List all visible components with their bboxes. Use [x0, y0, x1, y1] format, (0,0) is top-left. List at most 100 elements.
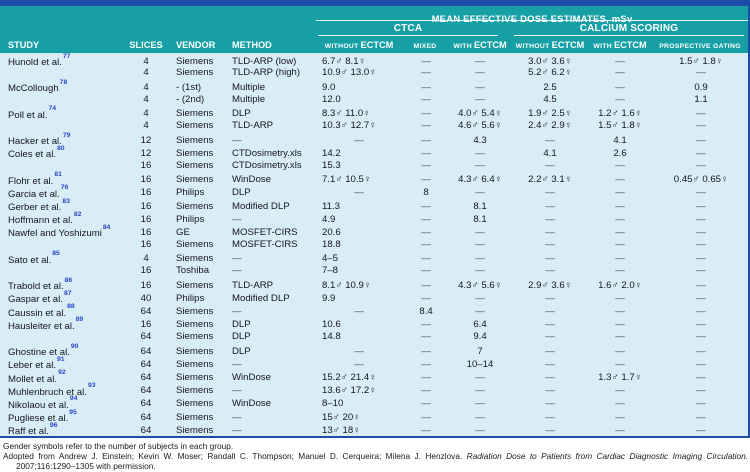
dose-cell: 10–14	[466, 358, 494, 370]
dose-cell: —	[545, 358, 555, 370]
method-cell: —	[232, 424, 242, 436]
study-name: Nikolaou et al.	[8, 400, 69, 412]
dose-cell: —	[475, 372, 485, 384]
dose-cell: 1.9♂ 2.5♀	[528, 108, 572, 120]
study-cell: Gerber et al.83	[0, 198, 122, 214]
citation-ref: 76	[60, 184, 69, 192]
dose-table: MEAN EFFECTIVE DOSE ESTIMATES, mSv CTCA …	[0, 0, 750, 438]
dose-cell: 4.6♂ 5.6♀	[458, 119, 502, 131]
slices-cell: 16	[140, 213, 152, 225]
dose-cell: 8.3♂ 11.0♀	[322, 108, 371, 120]
citation-ref: 74	[48, 105, 57, 113]
slices-cell: 64	[140, 330, 152, 342]
table-row: Pugliese et al.95 64 Siemens — 15♂ 20♀ — — — — —	[0, 409, 748, 425]
dose-cell: —	[421, 55, 431, 67]
column-header-cs-without-ectcm: WITHOUT ECTCM	[515, 40, 585, 50]
dose-cell: 1.3♂ 1.7♀	[598, 372, 642, 384]
method-cell: —	[232, 265, 242, 276]
dose-cell: —	[421, 253, 431, 265]
slices-cell: 12	[140, 147, 152, 159]
table-row: Leber et al.91 64 Siemens — — — 10–14 — — —	[0, 356, 748, 372]
dose-cell: —	[545, 213, 555, 225]
study-cell: Muhlenbruch et al.93	[0, 382, 122, 399]
dose-cell: 2.5	[543, 81, 557, 93]
group-header-row: CTCA CALCIUM SCORING	[0, 21, 748, 36]
table-row: Garcia et al.76 16 Philips DLP — 8 — — — —	[0, 184, 748, 200]
gender-note: Gender symbols refer to the number of su…	[3, 441, 234, 451]
dose-cell: —	[696, 200, 706, 212]
citation-authors: Adopted from Andrew J. Einstein; Kevin W…	[3, 451, 467, 461]
study-cell: Coles et al.80	[0, 145, 122, 161]
study-cell: Hunold et al.77	[0, 53, 122, 69]
dose-cell: —	[696, 134, 706, 146]
dose-cell: 8.1	[473, 200, 487, 212]
study-cell: Caussin et al.88	[0, 303, 122, 320]
dose-cell: 3.0♂ 3.6♀	[528, 55, 572, 67]
dose-cell: —	[421, 358, 431, 370]
citation-ref: 80	[57, 144, 65, 152]
study-name: Leber et al.	[8, 360, 57, 372]
dose-cell: 20.6	[322, 227, 341, 239]
vendor-cell: Siemens	[176, 306, 214, 318]
dose-cell: —	[615, 159, 625, 171]
dose-cell: —	[615, 265, 625, 276]
citation-note: Adopted from Andrew J. Einstein; Kevin W…	[3, 451, 748, 471]
dose-cell: —	[421, 67, 431, 79]
study-name: Coles et al.	[8, 149, 56, 161]
dose-cell: 14.2	[322, 147, 341, 159]
group-header-calcium-scoring: CALCIUM SCORING	[514, 23, 744, 36]
dose-cell: 7.1♂ 10.5♀	[322, 174, 372, 186]
dose-cell: —	[545, 187, 555, 199]
study-cell: Pugliese et al.95	[0, 409, 122, 425]
dose-cell: —	[421, 147, 431, 159]
citation-ref: 88	[67, 303, 75, 311]
dose-cell: —	[545, 253, 555, 265]
vendor-cell: Siemens	[176, 67, 214, 79]
vendor-cell: Siemens	[176, 238, 214, 250]
dose-cell: —	[696, 227, 706, 239]
dose-cell: —	[545, 159, 555, 171]
slices-cell: 4	[143, 67, 149, 79]
dose-cell: —	[696, 372, 706, 384]
method-cell: TLD-ARP (low)	[232, 55, 297, 67]
study-cell: Ghostine et al.90	[0, 343, 122, 359]
study-cell: Hausleiter et al.89	[0, 316, 122, 333]
dose-cell: —	[696, 108, 706, 120]
slices-cell: 64	[140, 345, 152, 357]
method-cell: Multiple	[232, 93, 266, 105]
dose-cell: —	[475, 238, 485, 250]
study-name: Ghostine et al.	[8, 347, 70, 359]
citation-title: Radiation Dose to Patients from Cardiac …	[466, 451, 748, 461]
dose-cell: —	[696, 358, 706, 370]
table-row: Mollet et al.92 64 Siemens WinDose 15.2♂ 21.…	[0, 369, 748, 385]
dose-cell: —	[421, 159, 431, 171]
dose-cell: —	[475, 424, 485, 436]
study-cell: Hacker et al.79	[0, 132, 122, 148]
vendor-cell: Siemens	[176, 330, 214, 342]
table-row: Hoffmann et al.82 16 Philips — 4.9 — 8.1 — — —	[0, 211, 748, 227]
vendor-cell: - (2nd)	[176, 93, 205, 105]
study-name: Raff et al.	[8, 426, 49, 438]
dose-cell: 13♂ 18♀	[322, 424, 361, 436]
table-row: Hacker et al.79 12 Siemens — — — 4.3 — 4.1 —	[0, 132, 748, 148]
column-header-study: STUDY	[8, 40, 40, 50]
dose-cell: —	[475, 55, 485, 67]
dose-cell: —	[615, 227, 625, 239]
citation-ref: 81	[54, 171, 62, 179]
citation-ref: 90	[70, 342, 79, 350]
citation-ref: 89	[75, 316, 84, 324]
dose-cell: —	[696, 265, 706, 276]
slices-cell: 16	[140, 238, 152, 250]
study-cell: Nawfel and Yoshizumi84	[0, 224, 122, 240]
slices-cell: 4	[143, 253, 149, 265]
table-row: Nawfel and Yoshizumi84 16 GE MOSFET-CIRS 20.…	[0, 224, 748, 240]
slices-cell: 16	[140, 187, 152, 199]
dose-cell: —	[545, 227, 555, 239]
table-row: Nikolaou et al.94 64 Siemens WinDose 8–10 — — —…	[0, 395, 748, 412]
dose-cell: —	[615, 411, 625, 423]
column-header-prospective-gating: PROSPECTIVE GATING	[659, 43, 741, 50]
dose-cell: —	[615, 213, 625, 225]
slices-cell: 16	[140, 174, 152, 186]
dose-cell: 8	[423, 187, 429, 199]
dose-cell: —	[354, 306, 364, 318]
